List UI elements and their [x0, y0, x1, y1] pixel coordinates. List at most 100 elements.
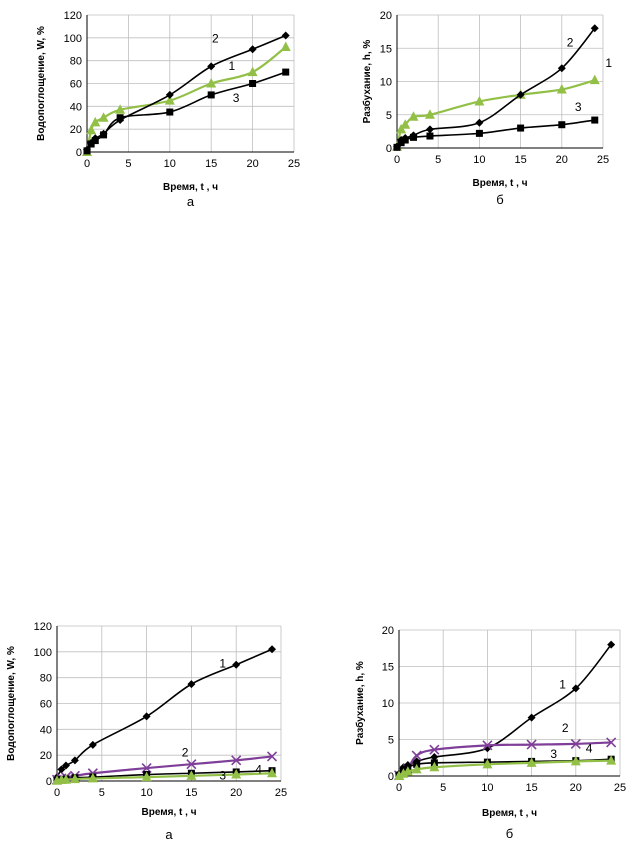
data-point: [526, 739, 537, 750]
data-point: [527, 713, 536, 722]
data-point: [57, 765, 66, 774]
data-point: [474, 95, 485, 106]
curve-label: 1: [229, 59, 236, 73]
data-point: [606, 755, 617, 765]
data-point: [558, 121, 566, 129]
y-tick-label: 20: [380, 10, 392, 22]
curve-label: 1: [559, 677, 566, 691]
data-point: [570, 738, 581, 749]
y-tick-label: 60: [70, 79, 82, 91]
curve-label: 3: [550, 747, 557, 761]
data-point: [164, 95, 175, 105]
series-1: [53, 645, 277, 782]
data-point: [425, 125, 434, 134]
data-point: [393, 143, 401, 151]
data-point: [411, 750, 422, 761]
series-line: [86, 34, 287, 151]
x-tick-label: 5: [125, 158, 131, 170]
chart-panel-3: 0 5 10 15 20 25 0 20 40 60 80 100 120 Время, t , ч Вод…: [6, 621, 287, 842]
data-point: [408, 111, 419, 121]
curve-label: 3: [233, 91, 240, 105]
data-point: [282, 68, 290, 76]
x-tick-label: 15: [514, 154, 526, 166]
data-point: [475, 129, 483, 137]
data-point: [409, 133, 417, 141]
y-axis-label: Водопоглощение, W, %: [36, 26, 47, 141]
x-tick-label: 15: [205, 158, 217, 170]
data-point: [429, 744, 440, 755]
data-point: [400, 119, 411, 129]
y-tick-label: 80: [70, 56, 82, 68]
x-axis-label: Время, t , ч: [163, 182, 218, 193]
data-point: [69, 773, 80, 784]
data-point: [267, 767, 278, 778]
x-tick-label: 20: [246, 158, 258, 170]
x-tick-label: 5: [99, 787, 105, 799]
x-tick-label: 20: [230, 787, 242, 799]
x-tick-label: 20: [570, 782, 582, 794]
y-axis-label: Водопоглощение, W, %: [6, 646, 17, 761]
chart-panel-2: 0 5 10 15 20 25 0 5 10 15 20 Время, t , ч Разбухание…: [361, 10, 612, 207]
data-point: [83, 147, 91, 155]
curve-label: 3: [219, 769, 226, 783]
y-tick-label: 0: [388, 771, 394, 783]
data-point: [231, 769, 242, 779]
panel-caption: а: [187, 194, 195, 209]
data-point: [280, 41, 291, 51]
data-point: [401, 136, 409, 144]
data-point: [70, 756, 79, 765]
data-point: [249, 80, 257, 87]
data-point: [61, 761, 70, 770]
data-point: [556, 83, 567, 94]
panel-caption: б: [496, 192, 503, 207]
chart-panel-1: 0 5 10 15 20 25 0 20 40 60 80 100 120 Время, t , ч Вод…: [36, 10, 300, 209]
data-point: [88, 740, 97, 749]
data-point: [100, 131, 108, 139]
series-4: [394, 755, 617, 780]
data-point: [142, 712, 151, 721]
y-tick-label: 5: [386, 110, 392, 122]
panel-caption: б: [506, 826, 513, 841]
data-point: [231, 755, 242, 766]
y-tick-label: 15: [382, 662, 394, 674]
data-point: [206, 78, 217, 88]
curve-label: 2: [182, 745, 189, 759]
x-tick-label: 0: [394, 154, 400, 166]
y-tick-label: 0: [46, 776, 52, 788]
x-tick-label: 25: [614, 782, 626, 794]
x-tick-label: 25: [288, 158, 300, 170]
x-axis-label: Время, t , ч: [472, 178, 527, 189]
data-point: [165, 90, 174, 99]
data-point: [87, 140, 95, 148]
y-tick-label: 15: [380, 43, 392, 55]
data-point: [166, 108, 174, 116]
series-line: [398, 644, 612, 775]
data-point: [426, 132, 434, 140]
y-axis-label: Разбухание, h, %: [361, 40, 373, 124]
data-point: [115, 104, 126, 114]
curve-label: 2: [567, 35, 574, 49]
y-tick-label: 60: [40, 699, 52, 711]
data-point: [590, 24, 599, 33]
x-tick-label: 10: [473, 154, 485, 166]
data-point: [557, 64, 566, 73]
y-axis-label: Разбухание, h, %: [354, 661, 366, 745]
data-point: [411, 763, 422, 774]
data-point: [98, 112, 109, 122]
x-tick-label: 25: [597, 154, 609, 166]
data-point: [116, 114, 124, 122]
y-tick-label: 0: [386, 143, 392, 155]
series-4: [52, 767, 278, 785]
y-tick-label: 5: [388, 735, 394, 747]
data-point: [482, 758, 493, 769]
x-tick-label: 5: [435, 154, 441, 166]
data-point: [91, 137, 99, 145]
data-point: [248, 45, 257, 54]
curve-label: 1: [605, 56, 612, 70]
x-tick-label: 25: [275, 787, 287, 799]
y-tick-label: 120: [34, 621, 52, 633]
data-point: [60, 774, 71, 784]
x-tick-label: 10: [140, 787, 152, 799]
data-point: [232, 660, 241, 669]
